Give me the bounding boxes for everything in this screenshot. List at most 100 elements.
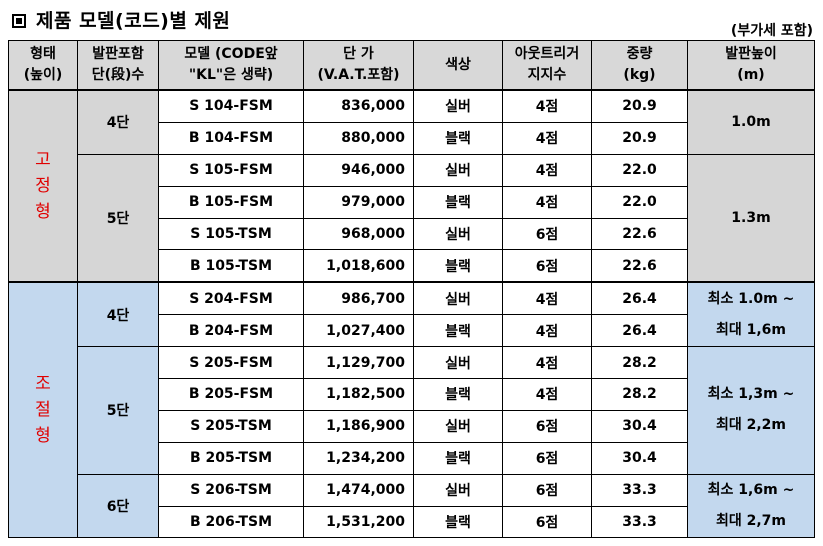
color-cell: 실버 — [413, 281, 503, 316]
weight-cell: 30.4 — [591, 441, 688, 475]
table-row: 6단 S 206-TSM 1,474,000 실버 6점 33.3 최소 1,6m ~ 최대 … — [9, 473, 815, 539]
header-row: 형태 (높이) 발판포함 단(段)수 모델 (CODE앞 "KL"은 생략) 단 가 (V.A… — [8, 40, 815, 91]
outrigger-cell: 4점 — [502, 89, 592, 123]
price-cell: 1,027,400 — [303, 314, 414, 348]
header-cell: 단 가 (V.A.T.포함) — [303, 40, 414, 91]
price-cell: 946,000 — [303, 153, 414, 187]
steps-cell: 4단 — [77, 89, 159, 155]
outrigger-cell: 6점 — [502, 473, 592, 507]
outrigger-cell: 4점 — [502, 346, 592, 380]
color-cell: 실버 — [413, 346, 503, 380]
height-text: 1.3m — [731, 209, 771, 226]
weight-cell: 20.9 — [591, 121, 688, 155]
color-cell: 블랙 — [413, 378, 503, 411]
price-cell: 986,700 — [303, 281, 414, 316]
header-text: (V.A.T.포함) — [317, 67, 400, 83]
weight-cell: 33.3 — [591, 473, 688, 507]
outrigger-cell: 4점 — [502, 153, 592, 187]
table-row: 고 정 형 4단 S 104-FSM 836,000 실버 4점 20.9 1.0m — [8, 89, 815, 283]
color-cell: 블랙 — [413, 441, 503, 475]
height-text: 최소 1,6m ~ — [707, 482, 795, 499]
header-cell: 아웃트리거 지지수 — [502, 40, 592, 91]
table-row: S 105-TSM 968,000 실버 6점 22.6 — [9, 217, 815, 251]
model-cell: B 204-FSM — [158, 314, 304, 348]
price-cell: 1,129,700 — [303, 346, 414, 380]
header-text: 모델 (CODE앞 — [184, 46, 278, 62]
model-cell: S 204-FSM — [158, 281, 304, 316]
header-text: 발판높이 — [725, 46, 777, 62]
header-text: 형태 — [30, 46, 56, 62]
price-cell: 1,182,500 — [303, 378, 414, 411]
outrigger-cell: 4점 — [502, 281, 592, 316]
model-cell: B 206-TSM — [158, 505, 304, 539]
price-cell: 1,474,000 — [303, 473, 414, 507]
weight-cell: 26.4 — [591, 281, 688, 316]
height-text: 최대 2,2m — [715, 417, 787, 434]
category-char: 정 — [35, 176, 51, 197]
header-text: 단 가 — [343, 46, 374, 62]
header-text: 단(段)수 — [91, 67, 145, 83]
table-header: 형태 (높이) 발판포함 단(段)수 모델 (CODE앞 "KL"은 생략) 단 가 (V.A… — [8, 40, 815, 91]
header-cell: 모델 (CODE앞 "KL"은 생략) — [158, 40, 304, 91]
header-text: 지지수 — [527, 67, 567, 83]
price-cell: 1,234,200 — [303, 441, 414, 475]
steps-cell: 4단 — [77, 281, 159, 348]
model-cell: S 206-TSM — [158, 473, 304, 507]
color-cell: 블랙 — [413, 314, 503, 348]
page-title: 제품 모델(코드)별 제원 — [12, 6, 230, 33]
table-row: B 206-TSM 1,531,200 블랙 6점 33.3 — [9, 505, 815, 539]
weight-cell: 20.9 — [591, 89, 688, 123]
weight-cell: 26.4 — [591, 314, 688, 348]
header-text: "KL"은 생략) — [188, 67, 274, 83]
height-text: 최대 2,7m — [715, 513, 787, 530]
header-cell: 색상 — [413, 40, 503, 91]
header-text: 발판포함 — [92, 46, 144, 62]
model-cell: S 105-FSM — [158, 153, 304, 187]
outrigger-cell: 4점 — [502, 121, 592, 155]
table-row: B 205-FSM 1,182,500 블랙 4점 28.2 — [9, 378, 815, 411]
table-row: 조 절 형 4단 S 204-FSM 986,700 실버 4점 26.4 최소 1.0m ~ 최대… — [8, 281, 815, 539]
square-bullet-icon — [12, 14, 26, 28]
price-cell: 1,018,600 — [303, 249, 414, 283]
height-cell: 최소 1.0m ~ 최대 1,6m — [687, 281, 815, 348]
color-cell: 블랙 — [413, 185, 503, 219]
table-row: B 204-FSM 1,027,400 블랙 4점 26.4 — [9, 314, 815, 348]
table-row: 5단 S 205-FSM 1,129,700 실버 4점 28.2 최소 1,3m ~ 최대 … — [9, 346, 815, 475]
height-cell: 최소 1,3m ~ 최대 2,2m — [687, 346, 815, 475]
height-text: 최대 1,6m — [715, 321, 787, 338]
outrigger-cell: 4점 — [502, 378, 592, 411]
color-cell: 실버 — [413, 217, 503, 251]
model-cell: S 105-TSM — [158, 217, 304, 251]
color-cell: 블랙 — [413, 505, 503, 539]
table-row: 5단 S 105-FSM 946,000 실버 4점 22.0 1.3m — [9, 153, 815, 283]
steps-cell: 5단 — [77, 153, 159, 283]
header-cell: 중량 (kg) — [591, 40, 688, 91]
header-text: (kg) — [623, 67, 656, 83]
spec-table: 형태 (높이) 발판포함 단(段)수 모델 (CODE앞 "KL"은 생략) 단 가 (V.A… — [8, 40, 815, 539]
price-cell: 979,000 — [303, 185, 414, 219]
weight-cell: 22.6 — [591, 249, 688, 283]
outrigger-cell: 6점 — [502, 409, 592, 443]
category-char: 형 — [35, 426, 51, 447]
color-cell: 블랙 — [413, 249, 503, 283]
model-cell: B 205-TSM — [158, 441, 304, 475]
outrigger-cell: 6점 — [502, 505, 592, 539]
price-cell: 1,531,200 — [303, 505, 414, 539]
outrigger-cell: 6점 — [502, 217, 592, 251]
table-row: B 105-FSM 979,000 블랙 4점 22.0 — [9, 185, 815, 219]
outrigger-cell: 6점 — [502, 249, 592, 283]
category-char: 조 — [35, 374, 51, 395]
height-text: 최소 1.0m ~ — [707, 290, 795, 307]
weight-cell: 28.2 — [591, 346, 688, 380]
table-row: B 104-FSM 880,000 블랙 4점 20.9 — [9, 121, 815, 155]
height-cell: 1.3m — [687, 153, 815, 283]
weight-cell: 30.4 — [591, 409, 688, 443]
weight-cell: 22.6 — [591, 217, 688, 251]
model-cell: B 205-FSM — [158, 378, 304, 411]
color-cell: 실버 — [413, 153, 503, 187]
category-char: 형 — [35, 202, 51, 223]
outrigger-cell: 6점 — [502, 441, 592, 475]
